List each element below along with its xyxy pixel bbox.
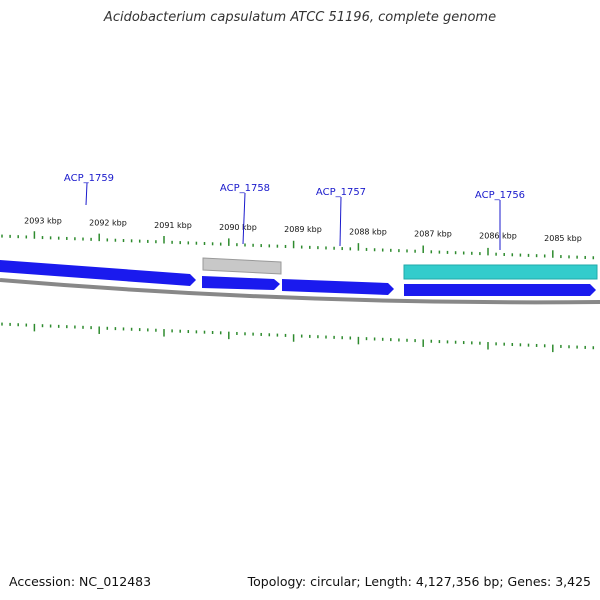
kbp-label: 2090 kbp [219,223,257,232]
kbp-label: 2091 kbp [154,221,192,230]
leader-acp-1758 [242,192,246,245]
ticks-outer [1,231,595,260]
kbp-label: 2093 kbp [24,216,62,225]
kbp-label: 2087 kbp [414,229,452,238]
genome-backbone [0,278,600,305]
gene-arrow-acp-1760[interactable] [0,260,196,286]
genome-stats: Topology: circular; Length: 4,127,356 bp… [247,574,591,589]
gene-label[interactable]: ACP_1758 [220,183,270,194]
gene-arrow-acp-1759[interactable] [202,276,280,290]
genome-title: Acidobacterium capsulatum ATCC 51196, co… [103,10,497,25]
kbp-label: 2092 kbp [89,219,127,228]
gene-arrow-acp-1758[interactable] [282,279,394,295]
gene-arrow-acp-1757[interactable] [404,284,596,296]
kbp-label: 2088 kbp [349,227,387,236]
pseudogene-bar[interactable] [202,257,282,275]
accession-text: Accession: NC_012483 [9,574,152,589]
cyan-gene-bar[interactable] [403,264,598,280]
kbp-labels: 2093 kbp 2092 kbp 2091 kbp 2090 kbp 2089 kbp… [24,216,582,242]
gene-label[interactable]: ACP_1756 [475,190,525,201]
ticks-inner [1,322,595,353]
leader-acp-1757 [339,196,342,247]
kbp-label: 2089 kbp [284,225,322,234]
leader-acp-1759 [85,182,88,206]
kbp-label: 2086 kbp [479,232,517,241]
gene-label[interactable]: ACP_1759 [64,173,114,184]
kbp-label: 2085 kbp [544,234,582,243]
gene-label[interactable]: ACP_1757 [316,187,366,198]
